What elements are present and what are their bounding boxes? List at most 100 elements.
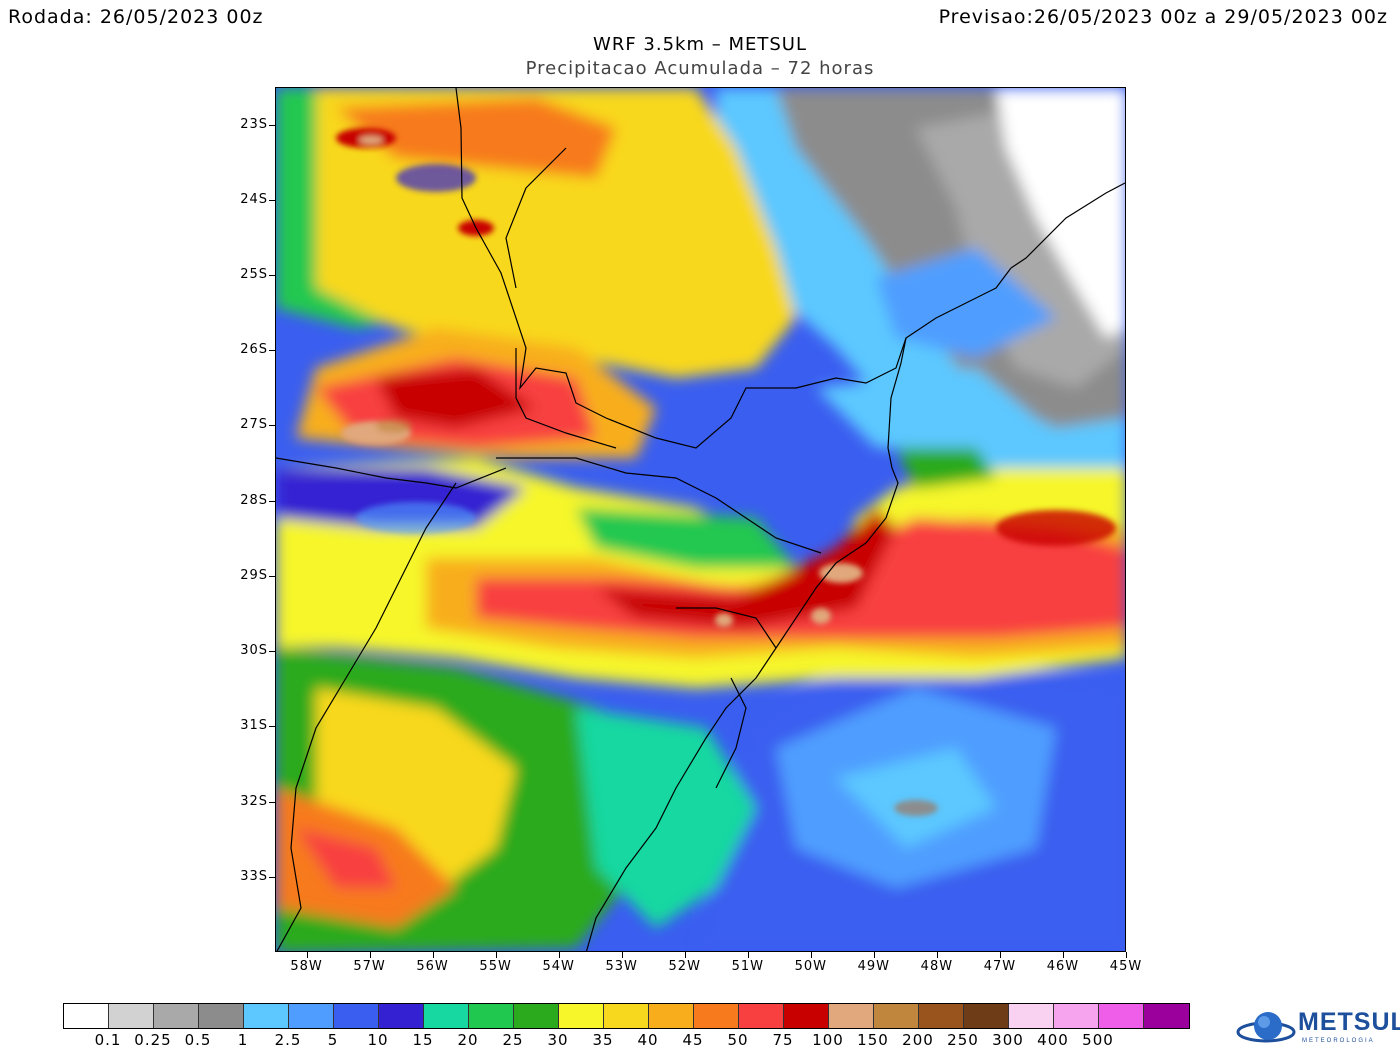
lon-label: 54W [542,959,575,974]
lat-tick [269,726,275,728]
colorbar-label: 300 [992,1031,1024,1049]
colorbar-swatch [469,1004,514,1028]
lon-tick [1126,952,1127,958]
lat-tick [269,275,275,277]
lon-label: 53W [605,959,638,974]
colorbar-label: 200 [902,1031,934,1049]
precipitation-field [276,88,1125,951]
colorbar-swatch [1054,1004,1099,1028]
lon-label: 48W [920,959,954,974]
lat-tick [269,651,275,653]
colorbar-swatch [289,1004,334,1028]
lon-tick [999,952,1001,958]
lat-label: 24S [240,191,268,207]
lon-tick [369,952,371,958]
lat-label: 26S [240,342,268,358]
lon-label: 56W [416,959,449,974]
colorbar-swatch [964,1004,1009,1028]
lat-label: 32S [240,793,268,809]
colorbar-label: 25 [502,1031,524,1049]
colorbar-swatch [1099,1004,1144,1028]
colorbar-swatch [109,1004,154,1028]
colorbar-label: 100 [812,1031,844,1049]
colorbar-label: 5 [327,1031,339,1049]
lon-label: 49W [857,959,891,974]
lon-tick [306,952,308,958]
logo-text: METSUL [1298,1008,1400,1036]
lon-label: 58W [290,959,323,974]
colorbar-swatch [514,1004,559,1028]
colorbar-swatch [154,1004,199,1028]
run-label: Rodada: [8,6,93,28]
colorbar-label: 0.1 [94,1031,122,1049]
map-subtitle: Precipitacao Acumulada – 72 horas [525,58,875,79]
colorbar-label: 150 [857,1031,889,1049]
colorbar-swatch [784,1004,829,1028]
colorbar-swatch [424,1004,469,1028]
lon-label: 45W [1109,959,1143,974]
colorbar-label: 2.5 [274,1031,302,1049]
colorbar-label: 40 [637,1031,659,1049]
colorbar-label: 10 [367,1031,389,1049]
forecast-value: 26/05/2023 00z a 29/05/2023 00z [1033,6,1388,28]
lat-label: 27S [240,417,268,433]
colorbar-label: 30 [547,1031,569,1049]
lat-label: 28S [240,492,268,508]
colorbar-label: 50 [727,1031,749,1049]
lat-tick [269,876,275,878]
lon-tick [1062,952,1064,958]
colorbar-label: 45 [682,1031,704,1049]
colorbar-label: 500 [1082,1031,1114,1049]
lon-label: 46W [1046,959,1080,974]
colorbar-label: 250 [947,1031,979,1049]
colorbar-swatch [829,1004,874,1028]
colorbar-swatch [199,1004,244,1028]
colorbar-swatch [694,1004,739,1028]
lon-tick [684,952,686,958]
colorbar-swatch [649,1004,694,1028]
colorbar-swatch [244,1004,289,1028]
colorbar-swatch [739,1004,784,1028]
forecast-label: Previsao: [938,6,1034,28]
lon-tick [495,952,497,958]
precipitation-map[interactable] [275,87,1126,952]
colorbar-swatch [604,1004,649,1028]
lat-label: 25S [240,267,268,283]
lat-tick [269,575,275,577]
lat-tick [269,801,275,803]
lat-tick [269,425,275,427]
run-info: Rodada: 26/05/2023 00z [8,6,264,28]
lat-label: 33S [240,868,268,884]
lat-label: 30S [240,643,268,659]
lon-tick [432,952,434,958]
colorbar-swatch [64,1004,109,1028]
colorbar-swatch [1144,1004,1189,1028]
colorbar-label: 0.25 [134,1031,172,1049]
run-value: 26/05/2023 00z [99,6,264,28]
borders [276,88,1125,951]
metsul-logo: METSUL METEOROLOGIA [1236,1006,1400,1052]
lon-label: 57W [353,959,386,974]
colorbar-swatch [559,1004,604,1028]
lat-label: 23S [240,116,268,132]
lat-tick [269,199,275,201]
lon-label: 51W [731,959,764,974]
lon-label: 55W [479,959,512,974]
lat-label: 31S [240,718,268,734]
colorbar-swatch [379,1004,424,1028]
colorbar-label: 15 [412,1031,434,1049]
logo-subtext: METEOROLOGIA [1302,1038,1375,1044]
lon-tick [621,952,623,958]
colorbar-label: 75 [772,1031,794,1049]
map-title: WRF 3.5km – METSUL [593,34,807,55]
colorbar-swatch [919,1004,964,1028]
lat-tick [269,500,275,502]
lon-tick [747,952,749,958]
lon-tick [936,952,938,958]
globe-icon [1236,1012,1296,1043]
lon-tick [873,952,875,958]
lon-label: 47W [983,959,1017,974]
colorbar-label: 35 [592,1031,614,1049]
colorbar-label: 400 [1037,1031,1069,1049]
forecast-info: Previsao:26/05/2023 00z a 29/05/2023 00z [939,6,1388,28]
